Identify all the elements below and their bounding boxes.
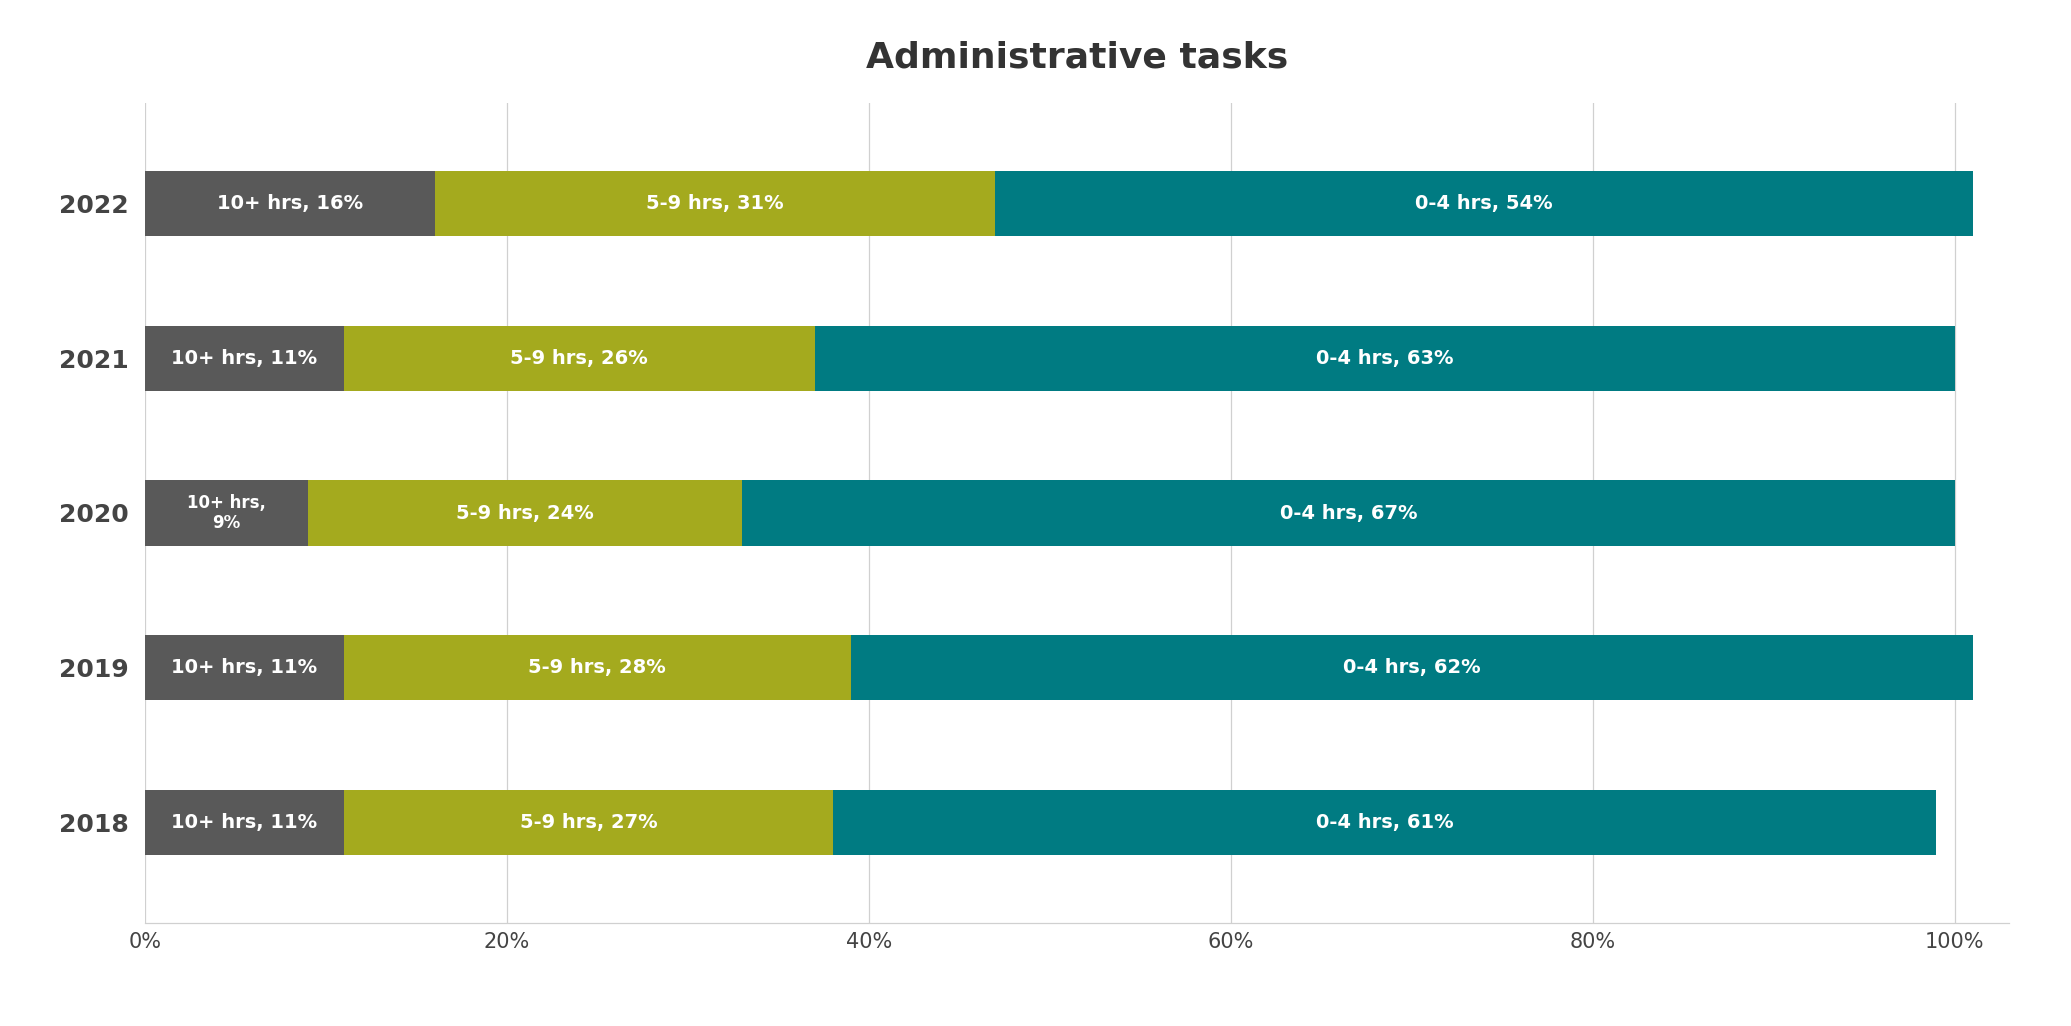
Bar bbox=[145, 170, 435, 236]
Text: 5-9 hrs, 24%: 5-9 hrs, 24% bbox=[456, 504, 594, 522]
Text: 0-4 hrs, 63%: 0-4 hrs, 63% bbox=[1315, 349, 1454, 367]
Bar bbox=[344, 325, 814, 391]
Bar bbox=[833, 790, 1936, 856]
Bar bbox=[145, 635, 344, 701]
Bar bbox=[814, 325, 1955, 391]
Title: Administrative tasks: Administrative tasks bbox=[866, 41, 1288, 75]
Text: 0-4 hrs, 61%: 0-4 hrs, 61% bbox=[1315, 814, 1454, 832]
Bar bbox=[145, 480, 309, 546]
Text: 10+ hrs, 16%: 10+ hrs, 16% bbox=[217, 194, 362, 212]
Text: 10+ hrs, 11%: 10+ hrs, 11% bbox=[172, 349, 317, 367]
Bar bbox=[344, 635, 851, 701]
Text: 0-4 hrs, 67%: 0-4 hrs, 67% bbox=[1280, 504, 1417, 522]
Bar bbox=[344, 790, 833, 856]
Text: 10+ hrs,
9%: 10+ hrs, 9% bbox=[186, 494, 265, 532]
Bar bbox=[145, 790, 344, 856]
Bar bbox=[145, 325, 344, 391]
Text: 0-4 hrs, 62%: 0-4 hrs, 62% bbox=[1342, 659, 1481, 677]
Bar bbox=[435, 170, 996, 236]
Text: 0-4 hrs, 54%: 0-4 hrs, 54% bbox=[1414, 194, 1553, 212]
Text: 5-9 hrs, 26%: 5-9 hrs, 26% bbox=[509, 349, 648, 367]
Text: 5-9 hrs, 27%: 5-9 hrs, 27% bbox=[520, 814, 657, 832]
Bar bbox=[741, 480, 1955, 546]
Text: 10+ hrs, 11%: 10+ hrs, 11% bbox=[172, 814, 317, 832]
Text: 5-9 hrs, 31%: 5-9 hrs, 31% bbox=[646, 194, 783, 212]
Bar bbox=[996, 170, 1974, 236]
Text: 5-9 hrs, 28%: 5-9 hrs, 28% bbox=[528, 659, 667, 677]
Bar bbox=[851, 635, 1974, 701]
Text: 10+ hrs, 11%: 10+ hrs, 11% bbox=[172, 659, 317, 677]
Bar bbox=[309, 480, 741, 546]
